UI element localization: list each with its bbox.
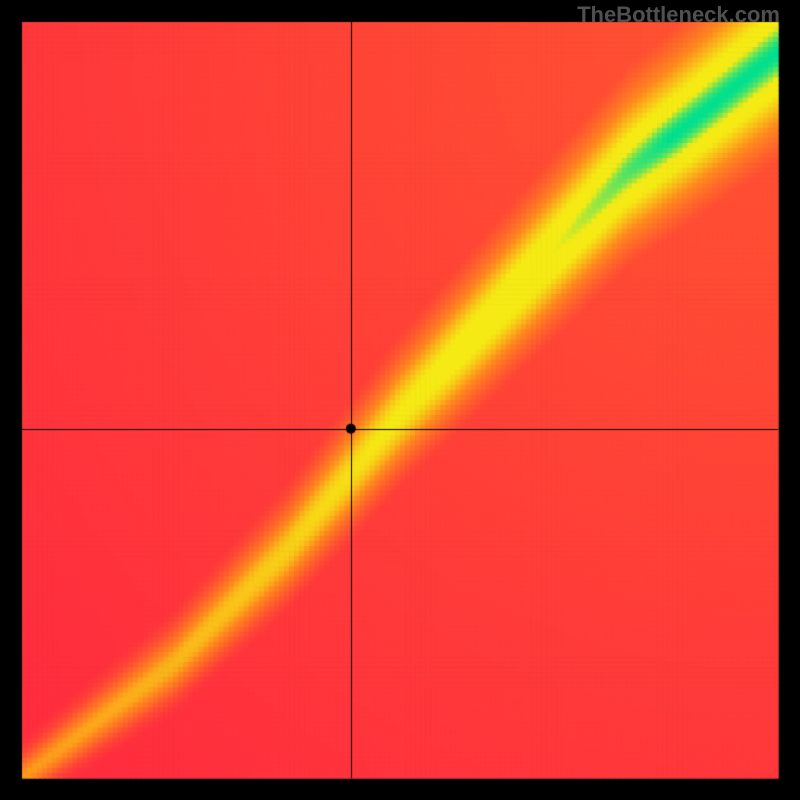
watermark-text: TheBottleneck.com (577, 2, 780, 28)
bottleneck-heatmap (0, 0, 800, 800)
chart-container: TheBottleneck.com (0, 0, 800, 800)
